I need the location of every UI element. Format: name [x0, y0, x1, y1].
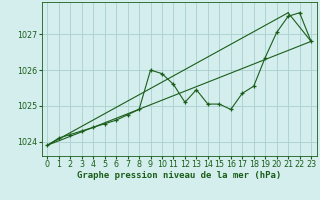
- X-axis label: Graphe pression niveau de la mer (hPa): Graphe pression niveau de la mer (hPa): [77, 171, 281, 180]
